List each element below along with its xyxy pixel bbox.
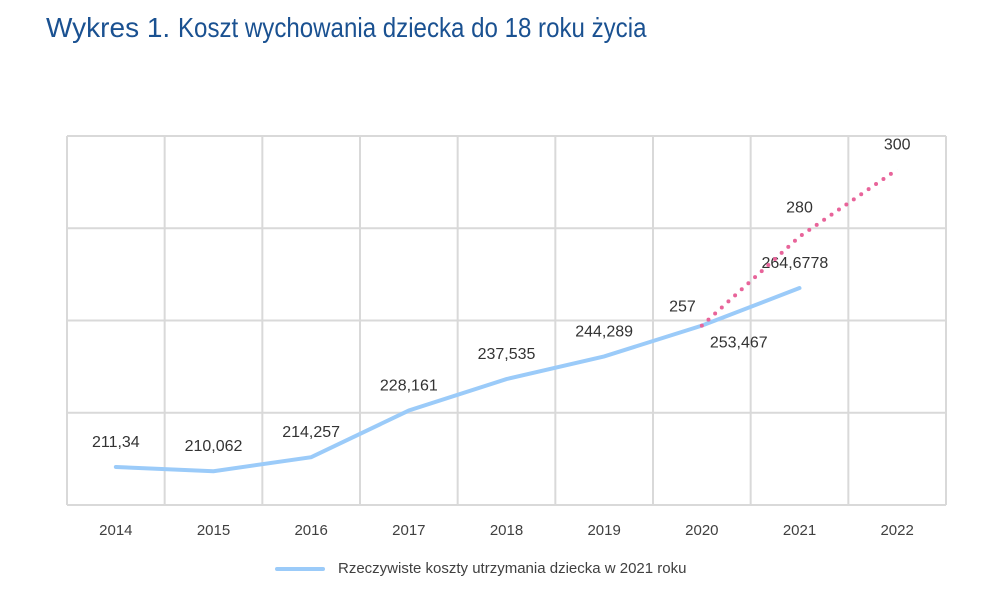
x-tick-label: 2015 [197,522,230,539]
x-tick-label: 2018 [490,522,523,539]
x-tick-label: 2019 [587,522,620,539]
data-label: 210,062 [185,438,243,455]
data-label: 300 [884,137,911,154]
data-label: 228,161 [380,378,438,395]
data-label: 244,289 [575,323,633,340]
data-label: 211,34 [92,434,140,451]
series-line-0 [113,286,802,474]
data-label: 257 [669,299,696,316]
data-label: 237,535 [478,346,536,363]
x-tick-label: 2021 [783,522,816,539]
x-tick-label: 2014 [99,522,132,539]
data-label: 264,6778 [762,255,829,272]
data-label: 253,467 [710,335,768,352]
title-lead: Wykres 1. [46,12,171,43]
x-tick-label: 2017 [392,522,425,539]
x-tick-label: 2022 [880,522,913,539]
title-rest: Koszt wychowania dziecka do 18 roku życi… [178,12,647,43]
series-line-1 [699,167,900,328]
x-tick-label: 2016 [294,522,327,539]
data-label: 280 [786,200,813,217]
x-tick-label: 2020 [685,522,718,539]
legend-label: Rzeczywiste koszty utrzymania dziecka w … [338,560,687,577]
chart-title: Wykres 1. Koszt wychowania dziecka do 18… [46,12,723,44]
legend-swatch [275,566,325,571]
data-label: 214,257 [282,424,340,441]
legend: Rzeczywiste koszty utrzymania dziecka w … [275,560,686,577]
